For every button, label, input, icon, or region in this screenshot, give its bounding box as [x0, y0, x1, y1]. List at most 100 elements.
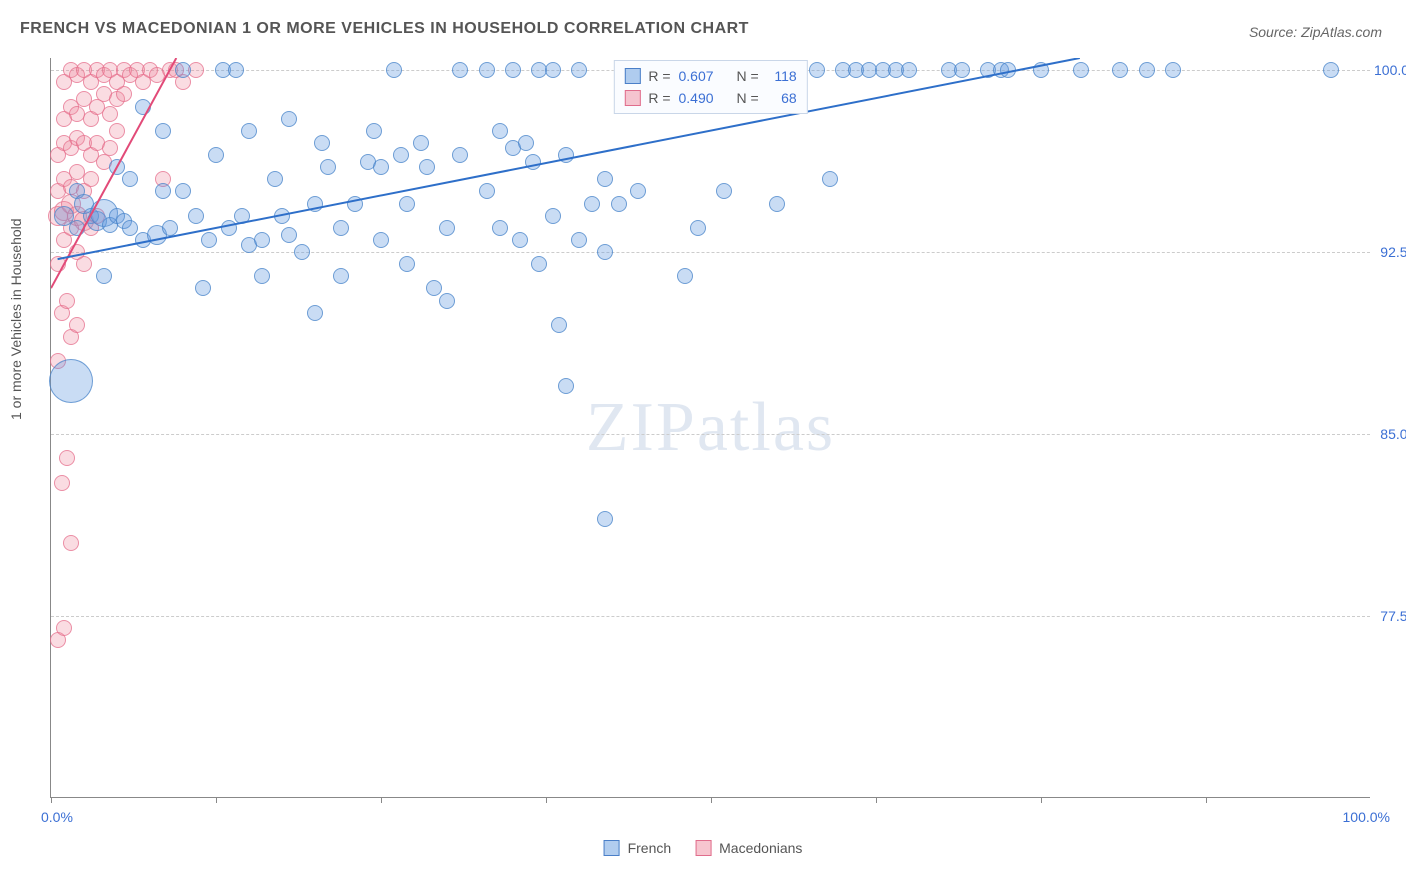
- stats-box: R = 0.607N = 118R = 0.490N = 68: [613, 60, 807, 114]
- data-point: [307, 196, 323, 212]
- legend-swatch: [624, 68, 640, 84]
- legend-item: Macedonians: [695, 840, 802, 856]
- data-point: [122, 220, 138, 236]
- data-point: [175, 183, 191, 199]
- x-tick: [546, 797, 547, 803]
- data-point: [102, 106, 118, 122]
- data-point: [102, 140, 118, 156]
- data-point: [551, 317, 567, 333]
- data-point: [1323, 62, 1339, 78]
- data-point: [1165, 62, 1181, 78]
- x-tick: [711, 797, 712, 803]
- legend-swatch: [624, 90, 640, 106]
- data-point: [59, 450, 75, 466]
- data-point: [69, 317, 85, 333]
- data-point: [59, 293, 75, 309]
- data-point: [162, 220, 178, 236]
- data-point: [221, 220, 237, 236]
- data-point: [373, 159, 389, 175]
- data-point: [597, 511, 613, 527]
- data-point: [267, 171, 283, 187]
- data-point: [83, 171, 99, 187]
- data-point: [254, 232, 270, 248]
- data-point: [505, 62, 521, 78]
- data-point: [386, 62, 402, 78]
- data-point: [399, 196, 415, 212]
- y-tick-label: 100.0%: [1374, 62, 1406, 78]
- data-point: [531, 256, 547, 272]
- legend-item: French: [604, 840, 672, 856]
- data-point: [307, 305, 323, 321]
- data-point: [294, 244, 310, 260]
- data-point: [954, 62, 970, 78]
- data-point: [479, 183, 495, 199]
- data-point: [518, 135, 534, 151]
- data-point: [690, 220, 706, 236]
- plot-area: ZIPatlas 77.5%85.0%92.5%100.0% R = 0.607…: [50, 58, 1370, 798]
- y-tick-label: 77.5%: [1374, 608, 1406, 624]
- trend-lines: [51, 58, 1370, 797]
- data-point: [419, 159, 435, 175]
- bottom-legend: French Macedonians: [604, 840, 803, 856]
- data-point: [234, 208, 250, 224]
- data-point: [63, 535, 79, 551]
- data-point: [281, 227, 297, 243]
- data-point: [571, 232, 587, 248]
- data-point: [54, 475, 70, 491]
- data-point: [76, 256, 92, 272]
- gridline: [51, 434, 1370, 435]
- data-point: [413, 135, 429, 151]
- data-point: [597, 171, 613, 187]
- data-point: [545, 62, 561, 78]
- data-point: [525, 154, 541, 170]
- data-point: [426, 280, 442, 296]
- data-point: [274, 208, 290, 224]
- data-point: [201, 232, 217, 248]
- data-point: [558, 378, 574, 394]
- x-tick: [216, 797, 217, 803]
- data-point: [96, 268, 112, 284]
- data-point: [558, 147, 574, 163]
- data-point: [195, 280, 211, 296]
- y-axis-label: 1 or more Vehicles in Household: [8, 218, 24, 420]
- gridline: [51, 616, 1370, 617]
- data-point: [1000, 62, 1016, 78]
- data-point: [571, 62, 587, 78]
- data-point: [49, 359, 93, 403]
- data-point: [228, 62, 244, 78]
- data-point: [333, 220, 349, 236]
- data-point: [122, 171, 138, 187]
- x-tick: [1041, 797, 1042, 803]
- data-point: [241, 123, 257, 139]
- data-point: [254, 268, 270, 284]
- x-tick: [51, 797, 52, 803]
- data-point: [208, 147, 224, 163]
- source-label: Source: ZipAtlas.com: [1249, 24, 1382, 40]
- legend-swatch: [695, 840, 711, 856]
- data-point: [109, 159, 125, 175]
- chart-title: FRENCH VS MACEDONIAN 1 OR MORE VEHICLES …: [20, 20, 749, 38]
- data-point: [677, 268, 693, 284]
- data-point: [439, 293, 455, 309]
- data-point: [333, 268, 349, 284]
- data-point: [373, 232, 389, 248]
- data-point: [366, 123, 382, 139]
- data-point: [545, 208, 561, 224]
- data-point: [135, 99, 151, 115]
- data-point: [188, 208, 204, 224]
- y-tick-label: 85.0%: [1374, 426, 1406, 442]
- y-tick-label: 92.5%: [1374, 244, 1406, 260]
- data-point: [809, 62, 825, 78]
- x-tick: [381, 797, 382, 803]
- data-point: [901, 62, 917, 78]
- data-point: [584, 196, 600, 212]
- stats-row: R = 0.490N = 68: [624, 87, 796, 109]
- data-point: [399, 256, 415, 272]
- data-point: [1139, 62, 1155, 78]
- data-point: [50, 256, 66, 272]
- x-axis-min-label: 0.0%: [41, 809, 73, 825]
- data-point: [175, 62, 191, 78]
- data-point: [1112, 62, 1128, 78]
- data-point: [314, 135, 330, 151]
- data-point: [439, 220, 455, 236]
